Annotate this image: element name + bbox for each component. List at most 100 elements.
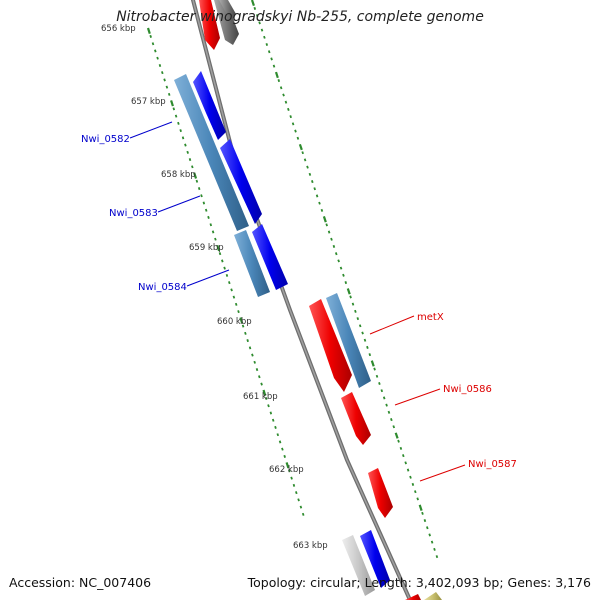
scale-tick — [282, 93, 285, 97]
cds-metx — [326, 293, 371, 388]
scale-tick — [276, 433, 280, 437]
scale-tick — [146, 27, 151, 35]
gene-arrow-other — [214, 0, 239, 45]
gene-arrow-other — [219, 0, 236, 22]
scale-tick — [271, 418, 275, 422]
scale-label: 663 kbp — [293, 541, 328, 551]
gene-label-metx[interactable]: metX — [417, 312, 444, 323]
scale-tick — [418, 504, 423, 511]
scale-tick — [361, 331, 364, 335]
scale-tick — [291, 122, 295, 126]
gene-labels: Nwi_0582 Nwi_0583 Nwi_0584 metX Nwi_0586… — [81, 134, 517, 470]
scale-tick — [191, 165, 194, 169]
scale-tick — [228, 281, 231, 285]
scale-tick — [264, 397, 268, 400]
scale-tick — [306, 165, 309, 169]
scale-tick — [151, 42, 155, 46]
scale-tick — [234, 302, 238, 306]
scale-tick — [330, 237, 333, 241]
scale-tick — [311, 180, 314, 184]
scale-tick — [354, 309, 357, 313]
gene-label-nwi-0584[interactable]: Nwi_0584 — [138, 282, 187, 293]
scale-tick — [163, 78, 166, 82]
scale-tick — [223, 266, 226, 270]
scale-tick — [363, 338, 367, 342]
scale-tick — [292, 483, 296, 487]
scale-tick — [274, 425, 277, 429]
scale-tick — [320, 208, 324, 212]
map-title: Nitrobacter winogradskyi Nb-255, complet… — [116, 9, 484, 25]
scale-tick — [172, 107, 176, 111]
scale-tick — [318, 201, 321, 205]
gene-label-nwi-0586[interactable]: Nwi_0586 — [443, 384, 492, 395]
gene-arrow-nwi-0582 — [193, 71, 226, 140]
scale-tick — [165, 85, 169, 89]
scale-tick — [385, 403, 388, 407]
gene-arrow-reverse — [405, 594, 421, 600]
scale-tick — [188, 158, 192, 162]
scale-label: 660 kbp — [217, 317, 252, 327]
scale-tick — [339, 266, 343, 270]
gene-features — [174, 0, 442, 600]
scale-label: 662 kbp — [269, 465, 304, 475]
scale-tick — [295, 491, 298, 495]
leader-line — [419, 464, 466, 482]
scale-tick — [263, 35, 266, 39]
scale-tick — [301, 151, 304, 155]
scale-tick — [409, 475, 412, 479]
scale-tick — [315, 194, 319, 198]
gene-label-nwi-0582[interactable]: Nwi_0582 — [81, 134, 130, 145]
scale-tick — [251, 353, 254, 357]
scale-tick — [368, 353, 372, 357]
scale-tick — [197, 187, 201, 191]
scale-tick — [253, 6, 257, 10]
scale-tick — [186, 150, 189, 154]
misc-feature — [424, 592, 442, 600]
scale-tick — [392, 425, 396, 429]
scale-tick — [373, 367, 376, 371]
gene-label-nwi-0587[interactable]: Nwi_0587 — [468, 459, 517, 470]
scale-tick — [279, 86, 283, 90]
scale-tick — [241, 324, 245, 328]
scale-tick — [387, 410, 391, 414]
scale-tick — [337, 259, 340, 263]
scale-tick — [301, 512, 305, 516]
cds-nwi-0584 — [234, 230, 270, 297]
gene-arrow-pseudo — [342, 535, 375, 596]
scale-tick — [334, 252, 338, 256]
leader-line — [129, 121, 173, 139]
scale-tick — [209, 223, 213, 227]
scale-tick — [297, 498, 300, 502]
scale-tick — [230, 288, 233, 292]
scale-tick — [375, 374, 379, 378]
scale-tick — [288, 469, 291, 473]
scale-tick — [281, 447, 284, 451]
scale-tick — [218, 252, 222, 256]
scale-tick — [370, 360, 375, 367]
scale-tick — [193, 172, 198, 179]
scale-tick — [285, 462, 290, 469]
scale-tick — [303, 158, 307, 162]
scale-tick — [423, 519, 427, 523]
scale-tick — [267, 404, 270, 408]
scale-tick — [181, 136, 185, 140]
scale-tick — [184, 143, 187, 147]
gene-arrow-metx — [309, 299, 352, 392]
cds-nwi-0582 — [174, 74, 249, 231]
scale-tick — [397, 439, 400, 443]
scale-tick — [265, 43, 269, 46]
scale-tick — [421, 511, 424, 515]
scale-tick — [322, 216, 327, 223]
scale-tick — [351, 302, 355, 306]
scale-tick — [221, 259, 224, 263]
scale-tick — [349, 295, 352, 299]
label-leaders — [129, 121, 466, 482]
scale-tick — [426, 526, 429, 530]
scale-tick — [267, 50, 271, 54]
scale-tick — [325, 223, 328, 227]
scale-tick — [255, 368, 259, 372]
accession-text: Accession: NC_007406 — [9, 575, 152, 590]
gene-label-nwi-0583[interactable]: Nwi_0583 — [109, 208, 158, 219]
scale-tick — [260, 382, 263, 386]
